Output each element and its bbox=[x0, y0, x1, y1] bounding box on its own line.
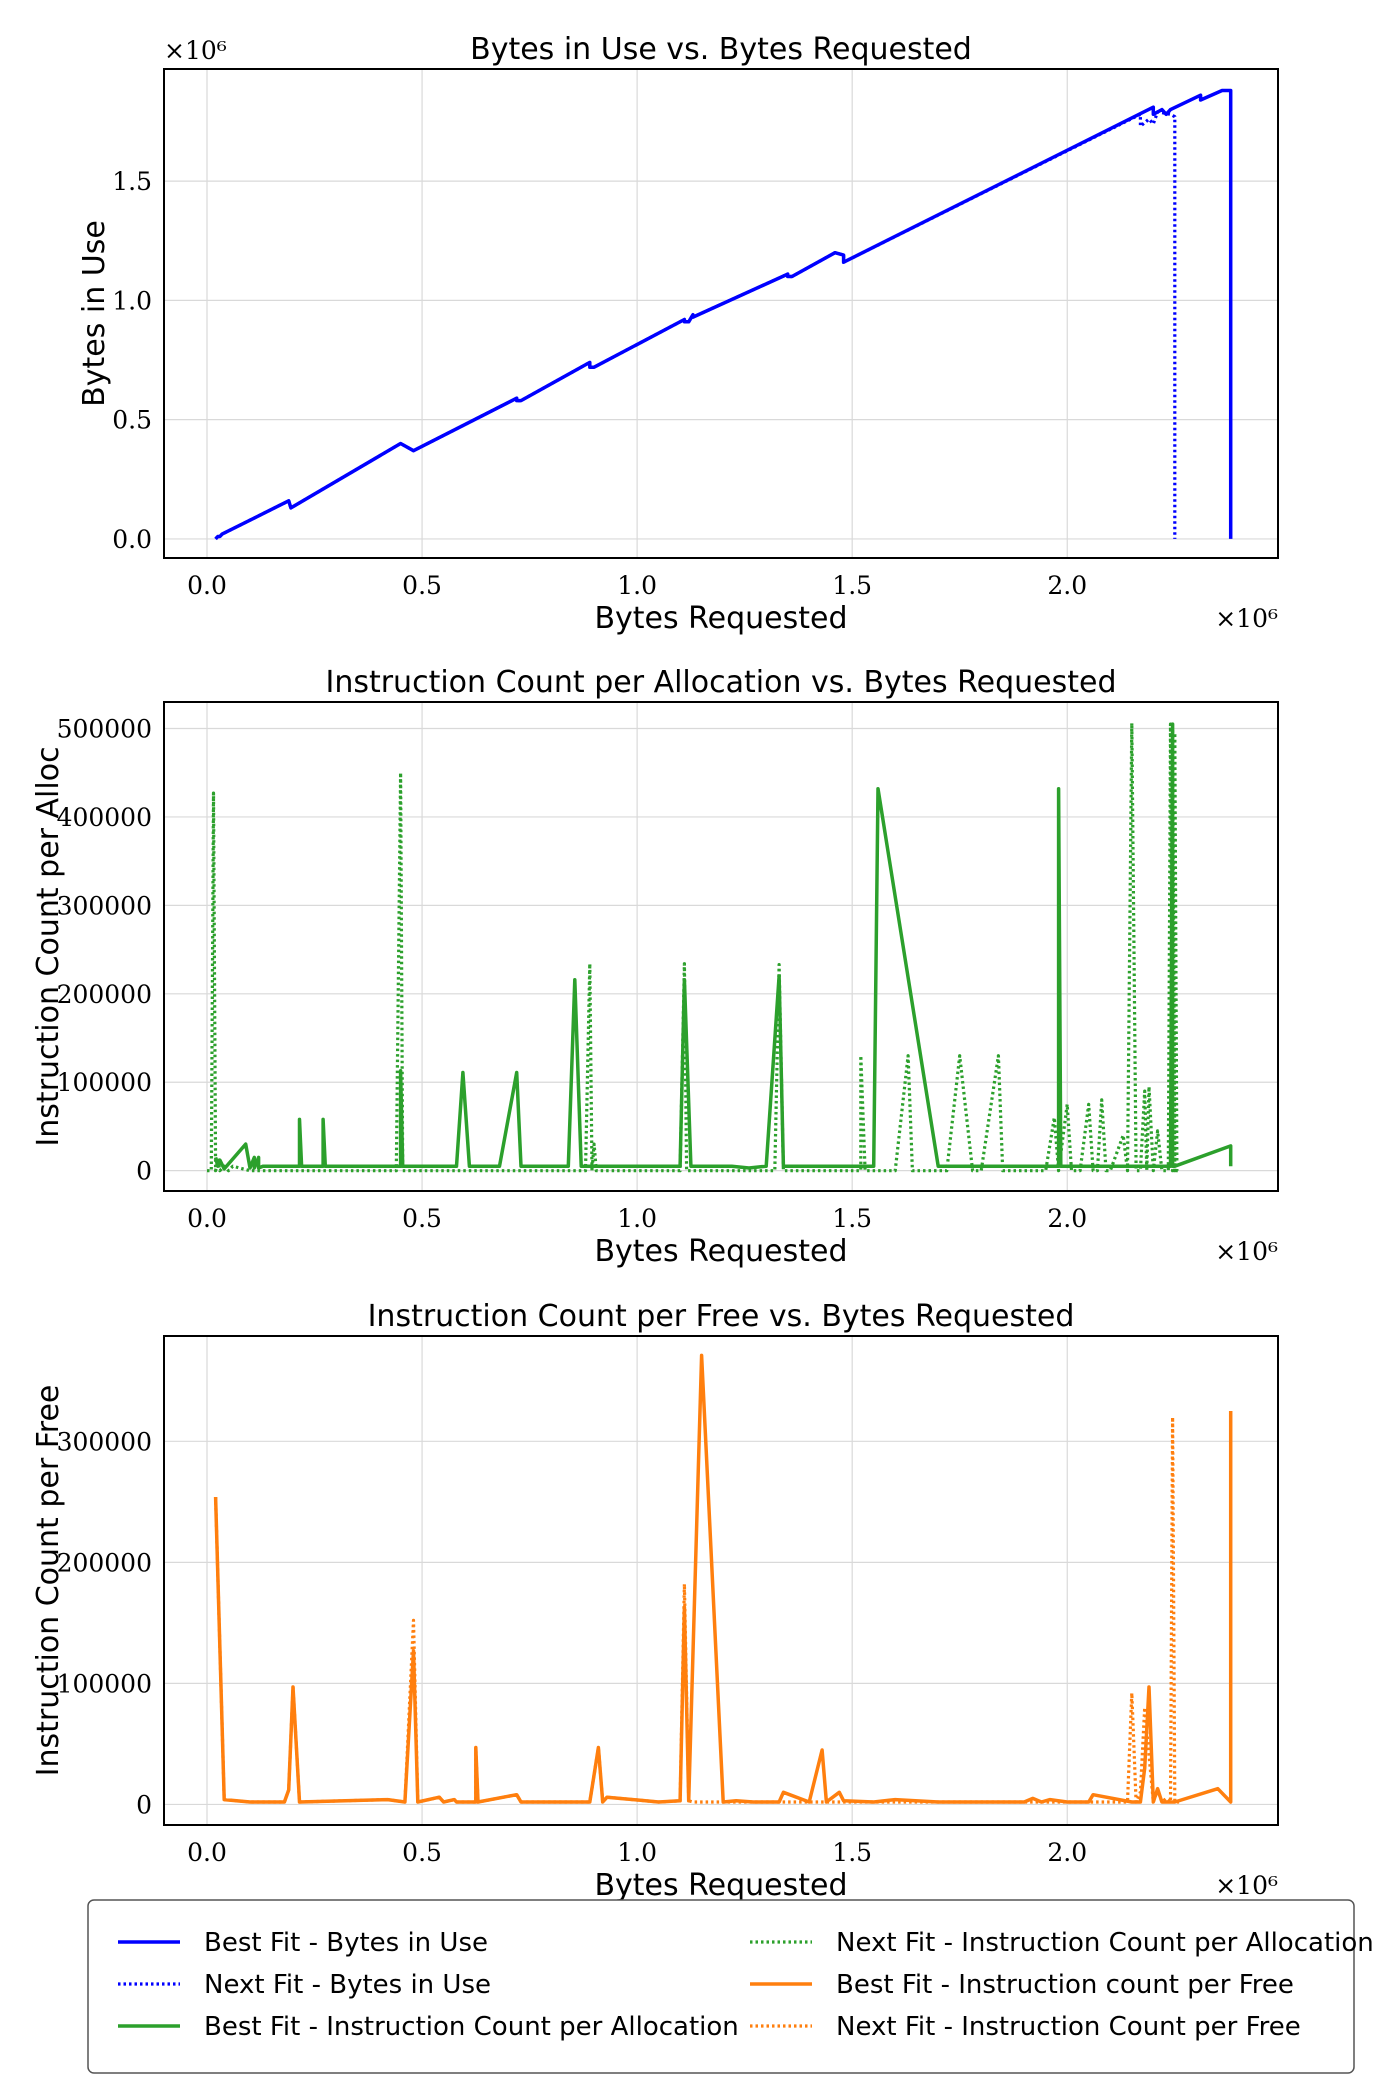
x-offset-multiplier: ×10⁶ bbox=[1215, 1237, 1278, 1266]
legend-entry-label: Next Fit - Bytes in Use bbox=[204, 1970, 491, 2000]
chart-1: 0.0 0.5 1.0 1.5 2.0 0.0 0.5 1.0 1.5 Bytes in Use … bbox=[77, 32, 1279, 636]
y-tick-label: 400000 bbox=[57, 803, 152, 832]
chart-title: Instruction Count per Free vs. Bytes Req… bbox=[368, 1299, 1075, 1334]
y-axis-label: Bytes in Use bbox=[77, 220, 112, 407]
y-offset-multiplier: ×10⁶ bbox=[164, 36, 227, 65]
y-axis-label: Instruction Count per Alloc bbox=[31, 746, 66, 1146]
x-tick-label: 2.0 bbox=[1047, 1838, 1087, 1867]
x-tick-label: 1.0 bbox=[617, 1204, 657, 1233]
chart-title: Bytes in Use vs. Bytes Requested bbox=[470, 32, 972, 67]
x-axis-label: Bytes Requested bbox=[594, 1868, 847, 1903]
y-tick-label: 500000 bbox=[57, 715, 152, 744]
x-tick-label: 0.5 bbox=[402, 1204, 442, 1233]
x-axis-label: Bytes Requested bbox=[594, 1234, 847, 1269]
x-tick-label: 1.5 bbox=[832, 1838, 872, 1867]
y-tick-label: 200000 bbox=[57, 1548, 152, 1577]
series-line-next-fit bbox=[207, 721, 1180, 1173]
chart-3: 0.0 0.5 1.0 1.5 2.00100000200000300000Instru… bbox=[31, 1299, 1279, 1903]
legend-entry-label: Next Fit - Instruction Count per Allocat… bbox=[836, 1928, 1374, 1958]
legend-entry-label: Best Fit - Instruction count per Free bbox=[836, 1970, 1294, 2000]
x-offset-multiplier: ×10⁶ bbox=[1215, 1871, 1278, 1900]
y-tick-label: 0.0 bbox=[112, 525, 152, 554]
y-tick-label: 100000 bbox=[57, 1068, 152, 1097]
axes-frame bbox=[163, 68, 1279, 559]
legend: Best Fit - Bytes in Use Next Fit - Bytes … bbox=[87, 1899, 1374, 2074]
legend-entry-label: Best Fit - Instruction Count per Allocat… bbox=[204, 2012, 739, 2042]
chart-2: 0.0 0.5 1.0 1.5 2.0 0 100000 200000 300000 400000… bbox=[31, 665, 1279, 1269]
axes-frame bbox=[163, 1335, 1279, 1826]
x-tick-label: 0.0 bbox=[187, 1204, 227, 1233]
legend-entry-label: Next Fit - Instruction Count per Free bbox=[836, 2012, 1301, 2042]
x-tick-label: 1.0 bbox=[617, 1838, 657, 1867]
y-axis-label: Instruction Count per Free bbox=[31, 1385, 66, 1777]
x-tick-label: 2.0 bbox=[1047, 1204, 1087, 1233]
y-tick-label: 100000 bbox=[57, 1669, 152, 1698]
y-tick-label: 1.5 bbox=[112, 167, 152, 196]
x-tick-label: 0.0 bbox=[187, 571, 227, 600]
series-line-next-fit bbox=[214, 1415, 1180, 1804]
y-tick-label: 0 bbox=[136, 1157, 152, 1186]
y-tick-label: 300000 bbox=[57, 891, 152, 920]
y-tick-label: 1.0 bbox=[112, 286, 152, 315]
series-line-best-fit bbox=[214, 88, 1233, 541]
x-axis-label: Bytes Requested bbox=[594, 601, 847, 636]
series-line-next-fit bbox=[214, 110, 1177, 540]
legend-box bbox=[87, 1899, 1355, 2074]
x-tick-label: 0.0 bbox=[187, 1838, 227, 1867]
x-tick-label: 1.0 bbox=[617, 571, 657, 600]
x-tick-label: 1.5 bbox=[832, 571, 872, 600]
y-tick-label: 0 bbox=[136, 1790, 152, 1819]
chart-title: Instruction Count per Allocation vs. Byt… bbox=[325, 665, 1116, 700]
x-tick-label: 0.5 bbox=[402, 571, 442, 600]
axes-frame bbox=[163, 701, 1279, 1192]
y-tick-label: 200000 bbox=[57, 980, 152, 1009]
x-tick-label: 0.5 bbox=[402, 1838, 442, 1867]
y-tick-label: 0.5 bbox=[112, 406, 152, 435]
legend-entry-label: Best Fit - Bytes in Use bbox=[204, 1928, 488, 1958]
y-tick-label: 300000 bbox=[57, 1427, 152, 1456]
x-tick-label: 1.5 bbox=[832, 1204, 872, 1233]
x-tick-label: 2.0 bbox=[1047, 571, 1087, 600]
x-offset-multiplier: ×10⁶ bbox=[1215, 604, 1278, 633]
